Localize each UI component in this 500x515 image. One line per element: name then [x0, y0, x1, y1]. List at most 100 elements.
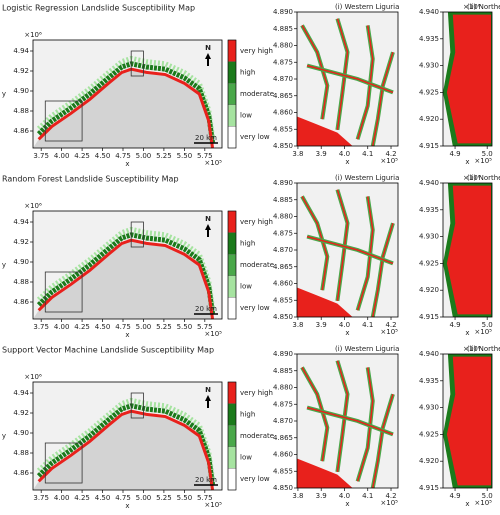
- colorbar-label: very high: [240, 47, 273, 55]
- map-panel: N 20 km: [33, 40, 222, 149]
- valley-red: [336, 18, 349, 131]
- y-tick-label: 4.935: [419, 206, 439, 214]
- y-tick-label: 4.940: [419, 8, 439, 16]
- north-label: N: [205, 44, 211, 52]
- y-tick-label: 4.880: [273, 42, 293, 50]
- x-tick-label: 5.75: [197, 494, 213, 502]
- x-tick-label: 5.50: [177, 494, 193, 502]
- row-title: Random Forest Landslide Susceptibility M…: [2, 175, 179, 184]
- colorbar-frame: [227, 39, 237, 149]
- x-offset: ×10⁵: [474, 328, 492, 336]
- y-tick-label: 4.88: [13, 449, 29, 457]
- inset-box: [130, 392, 144, 419]
- colorbar-segment: [227, 61, 237, 84]
- x-tick-label: 4.50: [95, 323, 111, 331]
- y-tick-label: 4.885: [273, 367, 293, 375]
- colorbar-label: moderate: [240, 90, 274, 98]
- y-tick-label: 4.915: [419, 484, 439, 492]
- inset-box: [44, 442, 83, 484]
- inset-box: [44, 271, 83, 313]
- x-axis-label: x: [465, 329, 469, 337]
- valley-red: [336, 189, 349, 302]
- x-tick-label: 4.2: [385, 492, 396, 500]
- y-tick-label: 4.885: [273, 25, 293, 33]
- map-panel: N 20 km: [33, 211, 222, 320]
- y-tick-label: 4.920: [419, 115, 439, 123]
- y-tick-label: 4.92: [13, 409, 29, 417]
- colorbar-frame: [227, 210, 237, 320]
- colorbar-label: moderate: [240, 432, 274, 440]
- y-tick-label: 4.930: [419, 62, 439, 70]
- x-axis-label: x: [465, 158, 469, 166]
- y-tick-label: 4.855: [273, 467, 293, 475]
- x-tick-label: 4.2: [385, 321, 396, 329]
- very-high-red: [446, 185, 492, 315]
- x-tick-label: 4.75: [115, 494, 131, 502]
- y-tick-label: 4.920: [419, 286, 439, 294]
- axes-frame: [442, 353, 493, 489]
- valley-red: [372, 51, 394, 147]
- x-tick-label: 5.25: [156, 152, 172, 160]
- x-tick-label: 4.75: [115, 152, 131, 160]
- x-tick-label: 5.0: [482, 321, 493, 329]
- y-tick-label: 4.920: [419, 457, 439, 465]
- y-tick-label: 4.875: [273, 58, 293, 66]
- x-tick-label: 3.75: [33, 323, 49, 331]
- map-panel: [297, 12, 398, 147]
- y-tick-label: 4.870: [273, 75, 293, 83]
- row-title: Logistic Regression Landslide Susceptibi…: [2, 4, 195, 13]
- x-tick-label: 3.9: [316, 150, 327, 158]
- colorbar-segment: [227, 210, 237, 233]
- y-axis-label: y: [2, 432, 6, 440]
- colorbar-segment: [227, 446, 237, 469]
- y-tick-label: 4.850: [273, 313, 293, 321]
- valley-red: [372, 222, 394, 318]
- y-tick-label: 4.94: [13, 47, 29, 55]
- y-axis-label: y: [2, 261, 6, 269]
- map-panel: [443, 354, 492, 488]
- axes-frame: [32, 381, 223, 491]
- y-tick-label: 4.865: [273, 434, 293, 442]
- y-tick-label: 4.92: [13, 238, 29, 246]
- valley-red: [306, 235, 394, 265]
- colorbar-label: high: [240, 239, 255, 247]
- x-tick-label: 5.75: [197, 152, 213, 160]
- y-offset: ×10⁶: [24, 373, 42, 381]
- y-tick-label: 4.860: [273, 109, 293, 117]
- y-axis-label: y: [2, 90, 6, 98]
- y-tick-label: 4.935: [419, 35, 439, 43]
- scalebar-label: 20 km: [195, 476, 217, 484]
- sea: [33, 69, 222, 148]
- y-tick-label: 4.90: [13, 258, 29, 266]
- x-axis-label: x: [125, 160, 129, 168]
- north-label: N: [205, 215, 211, 223]
- x-tick-label: 3.8: [292, 492, 303, 500]
- north-arrow: [205, 53, 211, 66]
- sea: [33, 411, 222, 490]
- colorbar-label: low: [240, 283, 252, 291]
- y-tick-label: 4.86: [13, 298, 29, 306]
- north-arrow: [205, 395, 211, 408]
- y-offset: ×10⁶: [463, 174, 481, 182]
- x-offset: ×10⁵: [380, 499, 398, 507]
- x-tick-label: 4.2: [385, 150, 396, 158]
- y-tick-label: 4.890: [273, 8, 293, 16]
- x-tick-label: 4.00: [54, 323, 70, 331]
- x-tick-label: 3.8: [292, 150, 303, 158]
- very-high-red: [446, 14, 492, 144]
- map-panel: [297, 183, 398, 318]
- axes-frame: [32, 39, 223, 149]
- x-tick-label: 3.9: [316, 492, 327, 500]
- x-tick-label: 4.50: [95, 152, 111, 160]
- inset-box: [130, 221, 144, 248]
- y-tick-label: 4.925: [419, 259, 439, 267]
- valley-red: [336, 360, 349, 473]
- x-axis-label: x: [345, 158, 349, 166]
- y-tick-label: 4.930: [419, 404, 439, 412]
- x-tick-label: 4.9: [449, 492, 460, 500]
- colorbar-label: very low: [240, 133, 270, 141]
- x-tick-label: 4.1: [362, 492, 373, 500]
- x-tick-label: 4.00: [54, 494, 70, 502]
- y-tick-label: 4.880: [273, 384, 293, 392]
